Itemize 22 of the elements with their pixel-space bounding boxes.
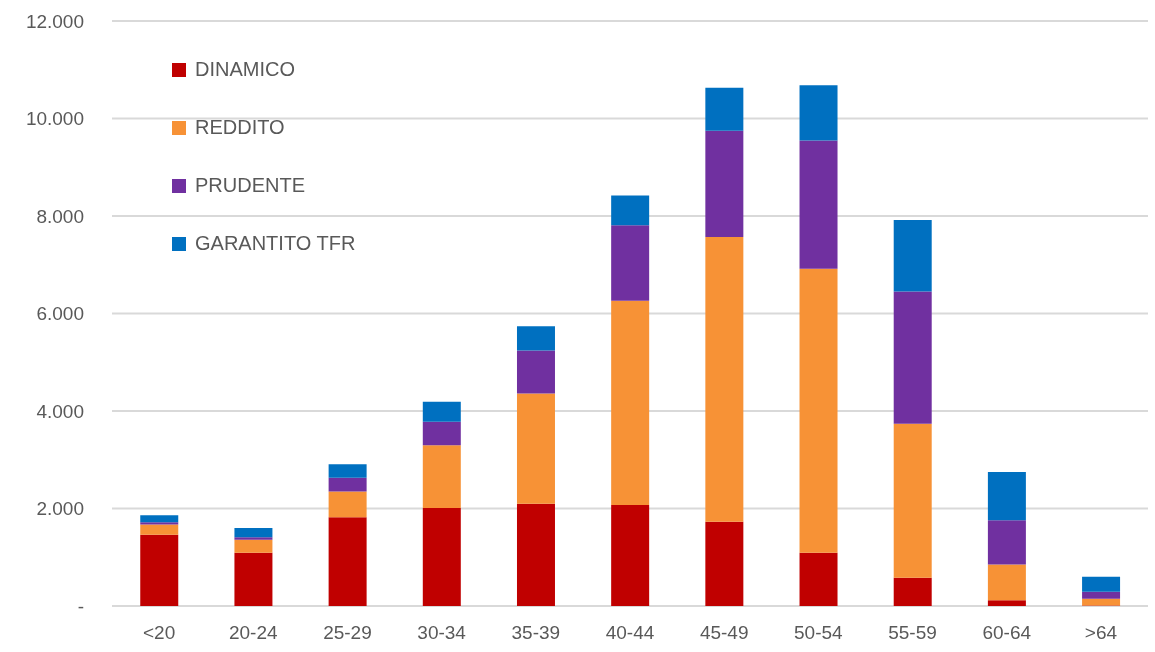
- x-tick-label: 60-64: [982, 622, 1032, 644]
- y-tick-label: 4.000: [36, 400, 84, 422]
- legend-label: GARANTITO TFR: [195, 232, 356, 255]
- x-tick-label: 35-39: [511, 622, 561, 644]
- y-tick-label: 6.000: [36, 303, 84, 325]
- x-tick-label: 25-29: [323, 622, 372, 644]
- x-tick-label: 40-44: [605, 622, 655, 644]
- x-tick-label: 45-49: [699, 622, 749, 644]
- y-tick-label: 2.000: [36, 498, 84, 520]
- x-tick-label: >64: [1084, 622, 1118, 644]
- y-tick-label: 12.000: [25, 10, 84, 32]
- x-tick-label: 50-54: [794, 622, 844, 644]
- x-tick-label: <20: [142, 622, 176, 644]
- legend-label: DINAMICO: [195, 58, 295, 81]
- x-tick-label: 55-59: [888, 622, 937, 644]
- x-tick-label: 30-34: [417, 622, 467, 644]
- legend-label: PRUDENTE: [195, 174, 306, 197]
- y-tick-label: 8.000: [36, 205, 84, 227]
- x-tick-label: 20-24: [228, 622, 278, 644]
- y-tick-label: 10.000: [25, 108, 84, 130]
- legend-label: REDDITO: [195, 116, 285, 139]
- y-tick-label: -: [77, 595, 84, 617]
